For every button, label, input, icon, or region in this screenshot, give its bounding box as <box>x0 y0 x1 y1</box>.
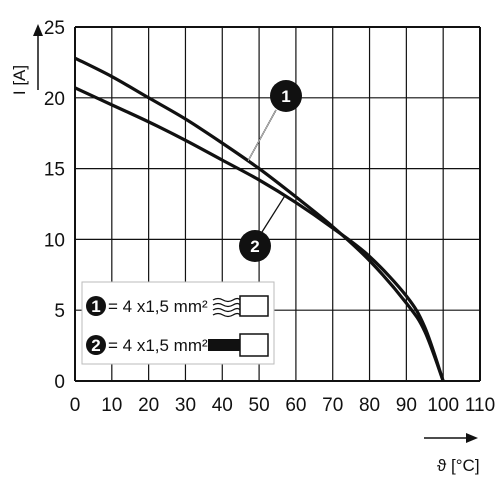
callout-leader-1-white <box>247 109 277 162</box>
stranded-wire-icon <box>212 295 269 318</box>
callout-marker-1 <box>270 80 302 112</box>
series-line-2 <box>75 86 445 381</box>
callout-leader-2 <box>261 195 286 233</box>
legend: 1 = 4 x1,5 mm² 2 = 4 x1,5 mm² <box>81 281 275 365</box>
y-tick-labels: 0 5 10 15 20 25 <box>44 18 65 393</box>
x-tick-label: 90 <box>396 395 417 416</box>
x-tick-label: 30 <box>175 395 196 416</box>
y-tick-label: 15 <box>44 160 65 181</box>
y-tick-label: 20 <box>44 89 65 110</box>
y-tick-label: 25 <box>44 18 65 39</box>
legend-number-2: 2 <box>91 336 100 355</box>
x-axis-arrow-icon <box>424 433 478 443</box>
solid-wire-icon <box>208 333 269 357</box>
x-tick-label: 70 <box>322 395 343 416</box>
x-tick-label: 100 <box>427 395 459 416</box>
callouts: 1 2 <box>239 80 302 262</box>
series-line-1 <box>75 56 445 381</box>
callout-number-1: 1 <box>281 87 290 106</box>
x-tick-labels: 0 10 20 30 40 50 60 70 80 90 100 110 <box>70 395 495 416</box>
x-tick-label: 0 <box>70 395 81 416</box>
x-tick-label: 110 <box>465 395 495 416</box>
y-axis-arrow-icon <box>33 24 43 90</box>
series-lines <box>75 56 445 381</box>
y-tick-label: 10 <box>44 230 65 251</box>
y-axis-label: I [A] <box>10 65 29 95</box>
callout-number-2: 2 <box>250 237 259 256</box>
legend-marker-1 <box>86 296 106 316</box>
x-tick-label: 40 <box>212 395 233 416</box>
x-tick-label: 50 <box>249 395 270 416</box>
legend-marker-2 <box>86 335 106 355</box>
legend-number-1: 1 <box>91 297 100 316</box>
y-tick-label: 5 <box>54 301 65 322</box>
x-axis-label: ϑ [°C] <box>437 456 480 475</box>
x-tick-label: 20 <box>138 395 159 416</box>
callout-marker-2 <box>239 230 271 262</box>
x-tick-label: 80 <box>359 395 380 416</box>
x-tick-label: 60 <box>285 395 306 416</box>
legend-text-1: = 4 x1,5 mm² <box>108 297 208 316</box>
y-tick-label: 0 <box>54 372 65 393</box>
legend-text-2: = 4 x1,5 mm² <box>108 336 208 355</box>
x-tick-label: 10 <box>101 395 122 416</box>
grid <box>74 26 481 382</box>
